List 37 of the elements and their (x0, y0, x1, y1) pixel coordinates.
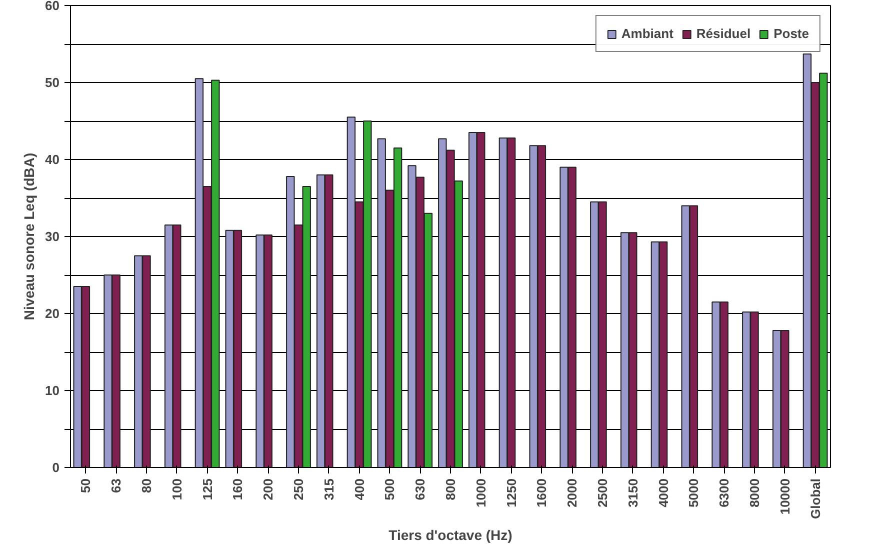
x-tick-label: Global (808, 478, 823, 519)
x-tick-label: 1250 (504, 478, 519, 508)
x-tick-label: 500 (382, 478, 398, 500)
x-tick-label: 250 (291, 478, 306, 500)
y-tick-label: 40 (45, 152, 60, 167)
x-tick-label: 50 (78, 478, 94, 493)
x-axis-title: Tiers d'octave (Hz) (388, 526, 512, 543)
x-tick-label: 1600 (534, 478, 550, 508)
x-tick-label: 80 (139, 478, 154, 493)
x-tick-label: 8000 (747, 478, 762, 508)
legend-label: Ambiant (621, 26, 674, 41)
x-tick-label: 63 (108, 478, 124, 493)
x-tick-label: 125 (200, 478, 215, 500)
x-tick-label: 3150 (625, 478, 640, 508)
y-tick-label: 30 (45, 229, 60, 244)
x-tick-label: 100 (169, 478, 184, 500)
x-tick-label: 630 (412, 478, 428, 500)
x-tick-label: 2000 (564, 478, 580, 508)
x-tick-label: 5000 (686, 478, 702, 508)
x-tick-label: 315 (321, 478, 336, 500)
x-tick-label: 400 (352, 478, 367, 500)
x-tick-label: 2500 (595, 478, 610, 508)
x-tick-label: 4000 (656, 478, 671, 508)
y-tick-label: 10 (45, 383, 60, 398)
x-tick-label: 160 (230, 478, 246, 500)
legend-label: Résiduel (696, 26, 751, 41)
legend-label: Poste (774, 26, 809, 41)
x-tick-label: 1000 (473, 478, 488, 508)
x-tick-label: 800 (443, 478, 458, 500)
y-tick-label: 50 (45, 75, 60, 90)
x-tick-label: 6300 (716, 478, 732, 508)
x-tick-label: 200 (260, 478, 276, 500)
y-tick-label: 20 (45, 306, 60, 321)
y-axis-title: Niveau sonore Leq (dBA) (21, 152, 38, 320)
x-tick-label: 10000 (777, 478, 792, 515)
y-tick-label: 60 (45, 0, 60, 13)
y-tick-label: 0 (52, 460, 60, 475)
